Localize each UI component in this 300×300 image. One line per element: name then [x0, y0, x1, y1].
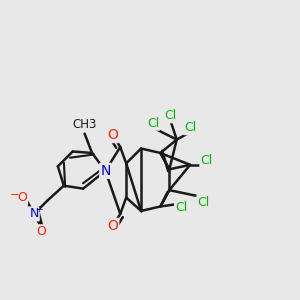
Text: +: +: [35, 205, 42, 214]
Text: CH3: CH3: [72, 118, 97, 131]
Text: O: O: [17, 191, 27, 204]
Text: Cl: Cl: [197, 196, 210, 208]
Text: O: O: [107, 219, 118, 233]
Text: Cl: Cl: [184, 121, 196, 134]
Text: Cl: Cl: [175, 202, 187, 214]
Text: Cl: Cl: [147, 117, 159, 130]
Text: N: N: [29, 207, 39, 220]
Text: O: O: [107, 128, 118, 142]
Text: −: −: [10, 190, 20, 200]
Text: O: O: [37, 225, 46, 238]
Text: Cl: Cl: [165, 109, 177, 122]
Text: N: N: [100, 164, 111, 178]
Text: Cl: Cl: [200, 154, 213, 167]
